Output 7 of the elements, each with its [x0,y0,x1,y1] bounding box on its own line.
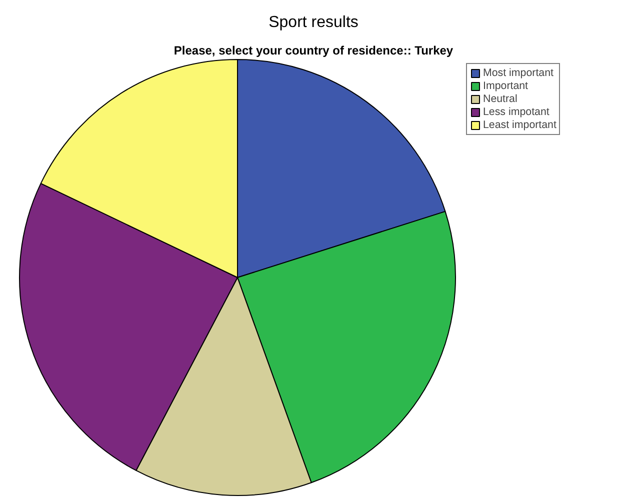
legend-label: Neutral [483,93,518,105]
chart-subtitle: Please, select your country of residence:: Turkey [174,44,454,58]
legend-label: Most important [483,67,554,79]
legend-label: Less impotant [483,106,550,118]
legend-label: Important [483,80,528,92]
legend-label: Least important [483,119,556,131]
chart-title: Sport results [268,14,358,31]
